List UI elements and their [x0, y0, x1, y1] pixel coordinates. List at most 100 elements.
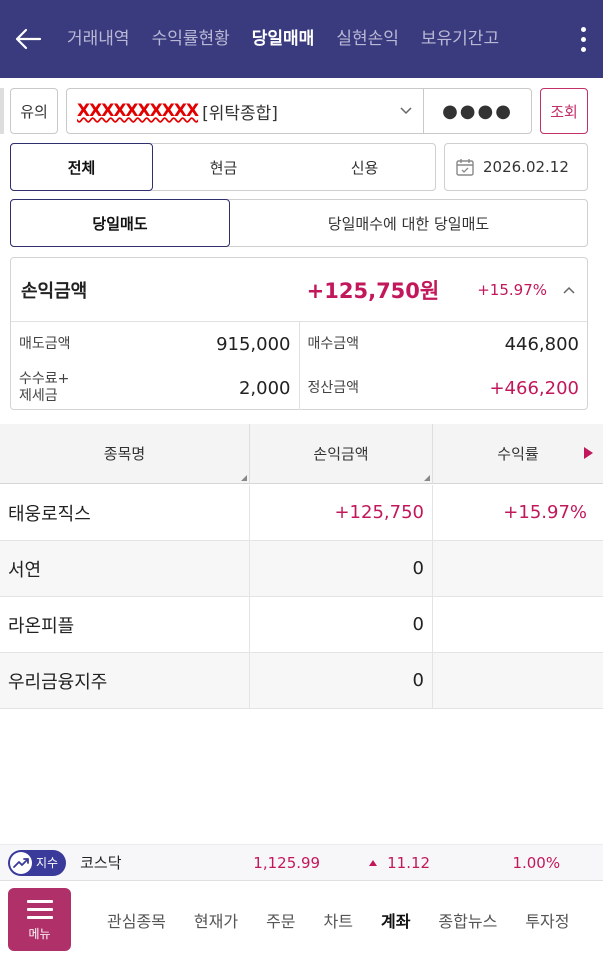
nav-current-price[interactable]: 현재가: [193, 911, 239, 931]
settle-label: 정산금액: [307, 379, 360, 396]
nav-chart[interactable]: 차트: [323, 911, 353, 931]
index-ticker[interactable]: 지수 코스닥 1,125.99 11.12 1.00%: [0, 844, 603, 880]
tab-realized-pl[interactable]: 실현손익: [336, 29, 399, 49]
calendar-icon: [456, 159, 474, 176]
up-triangle-icon: [369, 860, 378, 866]
pl-rate: +15.97%: [477, 280, 547, 299]
buy-amount-value: 446,800: [504, 333, 579, 355]
column-header-name[interactable]: 종목명: [0, 424, 250, 483]
index-badge-label: 지수: [36, 856, 59, 870]
index-value: 1,125.99: [253, 853, 321, 872]
date-value: 2026.02.12: [483, 158, 569, 176]
fee-row: 수수료+ 제세금 2,000: [19, 366, 291, 410]
account-row: 유의 XXXXXXXXXX [위탁종합] ●●●● 조회: [10, 88, 593, 134]
password-field[interactable]: ●●●●: [423, 88, 532, 134]
column-header-rate[interactable]: 수익률: [433, 424, 603, 483]
index-badge: 지수: [8, 849, 67, 876]
account-select[interactable]: XXXXXXXXXX [위탁종합]: [66, 88, 424, 134]
hamburger-icon: [26, 908, 53, 911]
back-button[interactable]: [0, 0, 56, 78]
trend-up-icon: [10, 851, 32, 874]
query-button[interactable]: 조회: [540, 88, 588, 134]
buy-amount-row: 매수금액 446,800: [308, 322, 580, 366]
stock-name: 우리금융지주: [0, 653, 250, 708]
header-tabs: 거래내역 수익률현황 당일매매 실현손익 보유기간고: [56, 0, 563, 78]
fee-value: 2,000: [238, 377, 291, 399]
notice-button[interactable]: 유의: [10, 88, 58, 134]
nav-news[interactable]: 종합뉴스: [438, 911, 498, 931]
tab-transaction-history[interactable]: 거래내역: [67, 29, 130, 49]
menu-button[interactable]: 메뉴: [8, 888, 71, 951]
date-picker[interactable]: 2026.02.12: [444, 143, 588, 191]
table-row[interactable]: 서연 0: [0, 541, 603, 597]
more-dot-icon: [580, 36, 586, 42]
index-name: 코스닥: [80, 854, 122, 872]
stock-pl: 0: [250, 541, 433, 596]
stock-pl: 0: [250, 653, 433, 708]
segment-cash[interactable]: 현금: [209, 158, 238, 177]
index-change: 11.12: [320, 854, 430, 872]
stock-name: 라온피플: [0, 597, 250, 652]
table-row[interactable]: 태웅로직스 +125,750 +15.97%: [0, 485, 603, 541]
stock-rate: [433, 597, 603, 652]
sort-corner-icon: [241, 475, 247, 481]
table-header: 종목명 손익금액 수익률: [0, 424, 603, 484]
chevron-up-icon[interactable]: [561, 282, 577, 298]
sell-amount-value: 915,000: [216, 333, 291, 355]
chevron-down-icon: [400, 107, 412, 115]
scroll-edge-indicator: [0, 88, 4, 134]
segment-credit[interactable]: 신용: [350, 158, 379, 177]
stock-name: 서연: [0, 541, 250, 596]
column-header-pl-label: 손익금액: [313, 445, 369, 463]
nav-account[interactable]: 계좌: [380, 911, 411, 931]
index-change-value: 11.12: [387, 853, 431, 872]
tab-holding-period[interactable]: 보유기간고: [420, 29, 500, 49]
settle-row: 정산금액 +466,200: [308, 366, 580, 410]
nav-watchlist[interactable]: 관심종목: [107, 911, 166, 931]
top-header: 거래내역 수익률현황 당일매매 실현손익 보유기간고: [0, 0, 603, 78]
table-row[interactable]: 우리금융지주 0: [0, 653, 603, 709]
summary-left-column: 매도금액 915,000 수수료+ 제세금 2,000: [11, 322, 300, 410]
pl-label: 손익금액: [21, 280, 88, 302]
more-menu-button[interactable]: [563, 0, 603, 78]
fee-label-line1: 수수료+: [19, 371, 70, 387]
sell-amount-label: 매도금액: [19, 335, 71, 352]
credit-type-segment: 전체 현금 신용: [10, 143, 436, 191]
sort-corner-icon: [424, 475, 430, 481]
column-header-name-label: 종목명: [103, 445, 146, 463]
stock-pl: 0: [250, 597, 433, 652]
table-row[interactable]: 라온피플 0: [0, 597, 603, 653]
column-header-pl[interactable]: 손익금액: [250, 424, 433, 483]
pl-summary-grid: 매도금액 915,000 수수료+ 제세금 2,000 매수금액 446,800…: [11, 322, 587, 410]
bottom-nav-items: 관심종목 현재가 주문 차트 계좌 종합뉴스 투자정: [93, 908, 583, 932]
column-header-rate-label: 수익률: [497, 445, 539, 463]
summary-right-column: 매수금액 446,800 정산금액 +466,200: [300, 322, 588, 410]
scroll-right-arrow-icon[interactable]: [584, 447, 593, 459]
menu-label: 메뉴: [28, 926, 51, 941]
stock-rate: [433, 541, 603, 596]
hamburger-icon: [26, 916, 53, 919]
segment-daily-sell[interactable]: 당일매도: [10, 199, 230, 247]
more-dot-icon: [580, 26, 586, 32]
segment-daily-buy-sell[interactable]: 당일매수에 대한 당일매도: [327, 214, 490, 233]
tab-return-status[interactable]: 수익률현황: [151, 29, 230, 49]
fee-label-line2: 제세금: [19, 388, 58, 404]
account-type-label: [위탁종합]: [202, 103, 278, 124]
table-body: 태웅로직스 +125,750 +15.97% 서연 0 라온피플 0 우리금융지…: [0, 485, 603, 709]
settle-value: +466,200: [489, 377, 579, 399]
nav-invest-info[interactable]: 투자정: [525, 911, 570, 931]
pl-summary-header[interactable]: 손익금액 +125,750원 +15.97%: [11, 258, 587, 322]
tab-daily-trading[interactable]: 당일매매: [251, 29, 315, 49]
fee-label: 수수료+ 제세금: [19, 371, 69, 405]
account-number-redacted: XXXXXXXXXX: [77, 101, 199, 121]
bottom-navigation: 메뉴 관심종목 현재가 주문 차트 계좌 종합뉴스 투자정: [0, 880, 603, 958]
nav-order[interactable]: 주문: [266, 911, 296, 931]
segment-all[interactable]: 전체: [10, 143, 153, 191]
more-dot-icon: [580, 46, 586, 52]
sell-amount-row: 매도금액 915,000: [19, 322, 291, 366]
index-percent: 1.00%: [512, 853, 561, 872]
stock-rate: [433, 653, 603, 708]
pl-amount: +125,750원: [306, 278, 440, 303]
stock-name: 태웅로직스: [0, 485, 250, 540]
sell-type-segment: 당일매도 당일매수에 대한 당일매도: [10, 199, 588, 247]
